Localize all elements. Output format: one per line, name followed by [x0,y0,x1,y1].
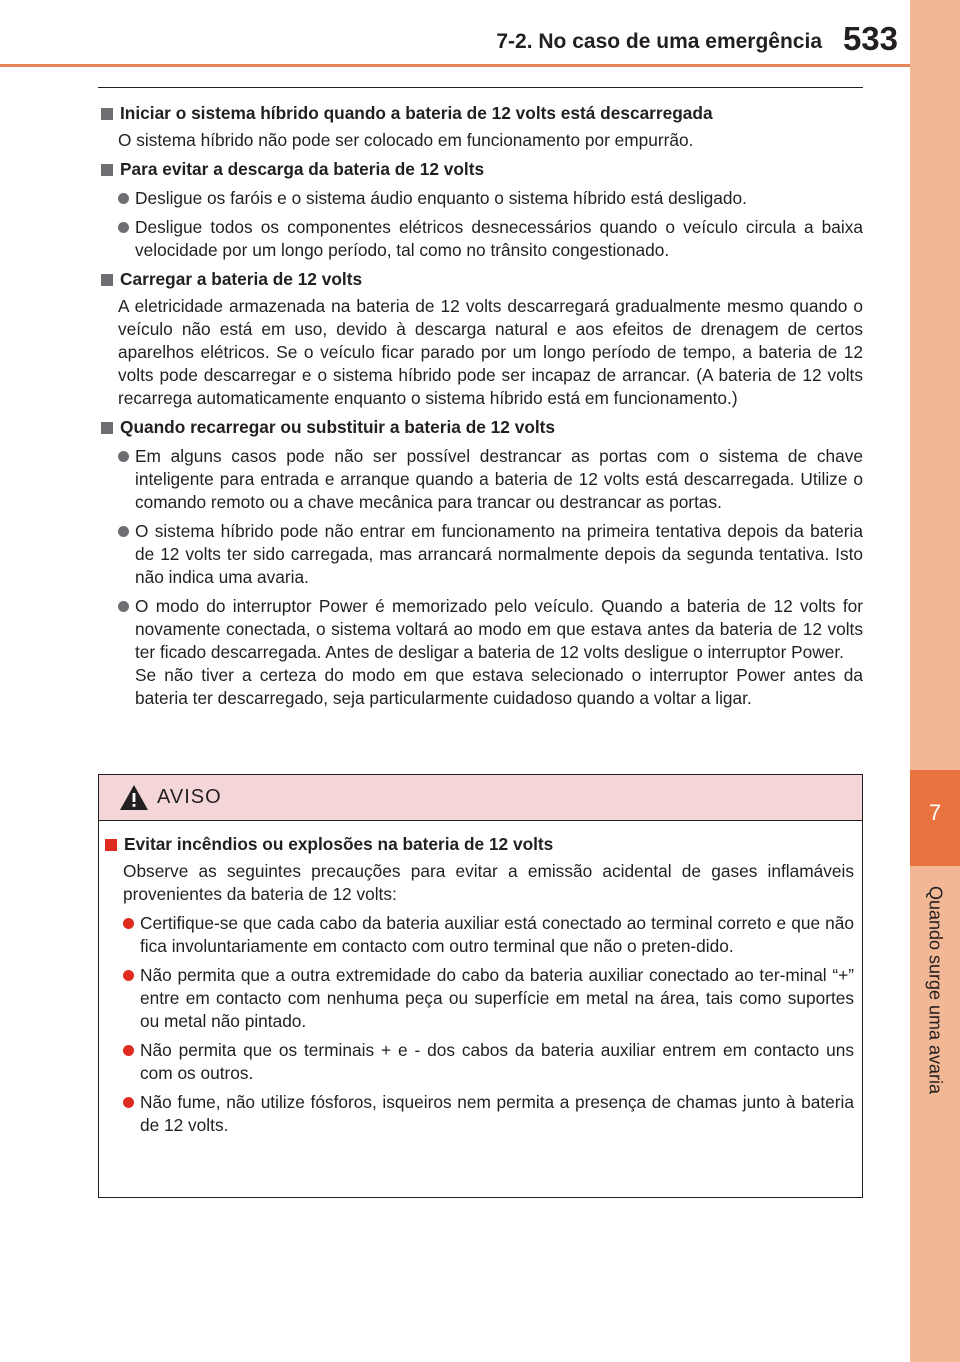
square-bullet-icon [101,422,113,434]
header-section-title: 7-2. No caso de uma emergência [496,30,822,53]
circle-bullet-icon [118,193,129,204]
chapter-number: 7 [928,800,942,825]
circle-bullet-icon [123,1045,134,1056]
list-item: Em alguns casos pode não ser possível de… [98,445,863,514]
list-item: O sistema híbrido pode não entrar em fun… [98,520,863,589]
warning-header: AVISO [99,775,862,821]
header-rule [0,64,910,67]
chapter-title: Quando surge uma avaria [925,885,946,1095]
page-number: 533 [842,20,898,57]
section-heading: Para evitar a descarga da bateria de 12 … [98,158,863,181]
list-item: Não fume, não utilize fósforos, isqueiro… [105,1091,854,1137]
list-item: Certifique-se que cada cabo da bateria a… [105,912,854,958]
warning-heading: Evitar incêndios ou explosões na bateria… [105,833,854,856]
warning-body: Evitar incêndios ou explosões na bateria… [99,821,862,1137]
section-heading: Iniciar o sistema híbrido quando a bater… [98,102,863,125]
list-item: Não permita que a outra extremidade do c… [105,964,854,1033]
list-item: Desligue todos os componentes elétricos … [98,216,863,262]
section-paragraph: A eletricidade armazenada na bateria de … [118,296,863,408]
warning-title: AVISO [157,786,222,808]
content-divider [98,87,863,88]
chapter-number-box [910,770,960,866]
section-heading: Carregar a bateria de 12 volts [98,268,863,291]
section-heading: Quando recarregar ou substituir a bateri… [98,416,863,439]
circle-bullet-icon [118,601,129,612]
square-bullet-icon [105,839,117,851]
circle-bullet-icon [123,1097,134,1108]
warning-box: AVISO Evitar incêndios ou explosões na b… [98,774,863,1198]
square-bullet-icon [101,274,113,286]
side-tab [910,0,960,1362]
section-paragraph: O sistema híbrido não pode ser colocado … [118,130,694,150]
list-item: O modo do interruptor Power é memorizado… [98,595,863,710]
circle-bullet-icon [123,970,134,981]
list-item: Desligue os faróis e o sistema áudio enq… [98,187,863,210]
circle-bullet-icon [123,918,134,929]
warning-paragraph: Observe as seguintes precauções para evi… [123,861,854,904]
list-item: Não permita que os terminais + e - dos c… [105,1039,854,1085]
main-content: Iniciar o sistema híbrido quando a bater… [98,96,863,710]
warning-triangle-icon [120,785,148,810]
circle-bullet-icon [118,222,129,233]
square-bullet-icon [101,108,113,120]
square-bullet-icon [101,164,113,176]
circle-bullet-icon [118,526,129,537]
circle-bullet-icon [118,451,129,462]
